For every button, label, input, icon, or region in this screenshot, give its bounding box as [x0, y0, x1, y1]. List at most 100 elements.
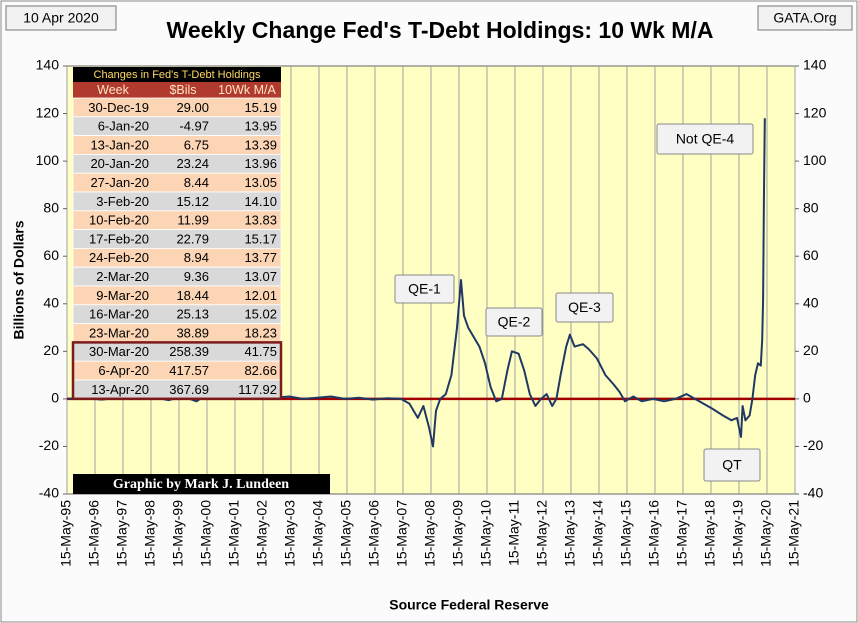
table-cell: 367.69 [169, 382, 209, 397]
table-cell: 15.19 [244, 100, 277, 115]
table-cell: 18.23 [244, 325, 277, 340]
table-cell: 25.13 [176, 307, 209, 322]
table-cell: 12.01 [244, 288, 277, 303]
table-cell: 8.44 [184, 175, 209, 190]
y-tick-label: -20 [39, 437, 59, 453]
site-label: GATA.Org [773, 10, 836, 26]
x-tick-label: 15-May-07 [394, 500, 410, 567]
y-tick-label: 40 [43, 294, 59, 310]
table-highlight [71, 341, 283, 401]
x-tick-label: 15-May-11 [506, 500, 522, 566]
x-tick-label: 15-May-09 [450, 500, 466, 567]
y-tick-label: 80 [43, 199, 59, 215]
table-header: $Bils [169, 83, 196, 97]
table-cell: 6-Jan-20 [98, 119, 149, 134]
x-tick-label: 15-May-05 [338, 500, 354, 567]
y2-tick-label: 60 [803, 247, 819, 263]
x-tick-label: 15-May-99 [170, 500, 186, 567]
x-tick-label: 15-May-02 [254, 500, 270, 567]
y2-tick-label: 20 [803, 342, 819, 358]
x-tick-label: 15-May-97 [114, 500, 130, 567]
table-cell: 13.77 [244, 250, 277, 265]
table-title: Changes in Fed's T-Debt Holdings [94, 69, 261, 81]
y2-tick-label: -40 [803, 485, 823, 501]
table-cell: 27-Jan-20 [90, 175, 149, 190]
y-tick-label: 140 [36, 57, 60, 73]
x-tick-label: 15-May-20 [758, 500, 774, 567]
table-cell: 10-Feb-20 [89, 213, 149, 228]
table-cell: 17-Feb-20 [89, 231, 149, 246]
x-tick-label: 15-May-10 [478, 500, 494, 567]
table-cell: 9.36 [184, 269, 209, 284]
table-cell: 23-Mar-20 [89, 325, 149, 340]
table-title-bg [73, 67, 281, 82]
y2-tick-label: 100 [803, 152, 827, 168]
table-cell: 117.92 [238, 382, 277, 397]
y-tick-label: -40 [39, 485, 59, 501]
x-tick-label: 15-May-18 [702, 500, 718, 567]
table-cell: 16-Mar-20 [89, 307, 149, 322]
table-cell: 9-Mar-20 [96, 288, 149, 303]
annotation: QE-3 [568, 299, 601, 315]
y-axis-label: Billions of Dollars [11, 220, 27, 339]
table-header: 10Wk M/A [218, 83, 276, 97]
table-cell: 18.44 [176, 288, 209, 303]
annotation: QT [722, 457, 742, 473]
y2-tick-label: 80 [803, 199, 819, 215]
x-tick-label: 15-May-12 [534, 500, 550, 567]
x-tick-label: 15-May-08 [422, 500, 438, 567]
credit: Graphic by Mark J. Lundeen [113, 477, 289, 492]
x-tick-label: 15-May-04 [310, 500, 326, 567]
table-header-bg [73, 82, 281, 98]
date-label: 10 Apr 2020 [23, 10, 99, 26]
x-tick-label: 15-May-00 [198, 500, 214, 567]
table-cell: 13.39 [244, 137, 277, 152]
table-cell: 14.10 [244, 194, 277, 209]
table-cell: 24-Feb-20 [89, 250, 149, 265]
table-cell: 13.07 [244, 269, 277, 284]
table-cell: 13-Apr-20 [91, 382, 149, 397]
table-cell: 13.96 [244, 156, 277, 171]
table-cell: 38.89 [176, 325, 209, 340]
table-cell: 6.75 [184, 137, 209, 152]
y-tick-label: 100 [36, 152, 60, 168]
table-cell: 13.83 [244, 213, 277, 228]
table-cell: 11.99 [177, 213, 209, 228]
table-cell: 82.66 [244, 363, 277, 378]
table-cell: 2-Mar-20 [96, 269, 149, 284]
table-cell: 6-Apr-20 [98, 363, 149, 378]
table-cell: 258.39 [169, 344, 209, 359]
table-cell: 3-Feb-20 [96, 194, 149, 209]
table-cell: 30-Dec-19 [88, 100, 149, 115]
y-tick-label: 120 [36, 104, 60, 120]
date-box [5, 5, 117, 31]
x-axis-label: Source Federal Reserve [389, 597, 549, 613]
y-tick-label: 60 [43, 247, 59, 263]
annotation-box [555, 292, 614, 323]
annotation-box [703, 448, 761, 482]
table-cell: 41.75 [244, 344, 277, 359]
table-cell: 30-Mar-20 [89, 344, 149, 359]
y2-tick-label: -20 [803, 437, 823, 453]
table-cell: 15.12 [176, 194, 209, 209]
x-tick-label: 15-May-13 [562, 500, 578, 567]
annotation-box [485, 307, 543, 337]
table-cell: 13.95 [244, 119, 277, 134]
table-header: Week [97, 83, 129, 97]
x-tick-label: 15-May-17 [674, 500, 690, 567]
y-tick-label: 20 [43, 342, 59, 358]
annotation-box [394, 274, 455, 304]
table-cell: 8.94 [184, 250, 209, 265]
y-tick-label: 0 [51, 390, 59, 406]
table-cell: 22.79 [176, 231, 209, 246]
x-tick-label: 15-May-95 [58, 500, 74, 567]
table-cell: 13-Jan-20 [90, 137, 149, 152]
x-tick-label: 15-May-16 [646, 500, 662, 567]
credit-box [73, 474, 330, 494]
x-tick-label: 15-May-03 [282, 500, 298, 567]
x-tick-label: 15-May-96 [86, 500, 102, 567]
table-cell: 13.05 [244, 175, 277, 190]
annotation: QE-2 [498, 314, 531, 330]
table-cell: 20-Jan-20 [90, 156, 149, 171]
